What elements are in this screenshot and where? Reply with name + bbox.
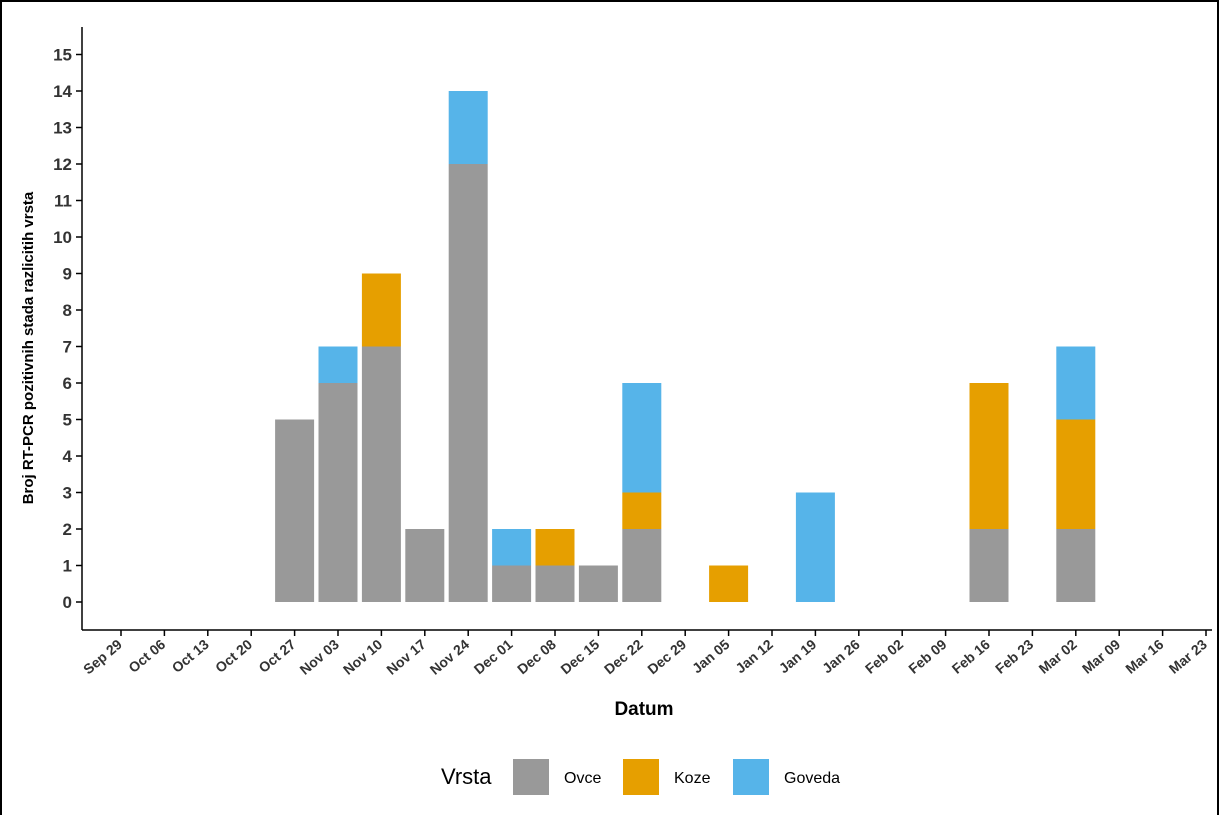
y-tick-label: 15 — [53, 46, 72, 65]
y-tick-label: 7 — [63, 338, 72, 357]
x-tick-label: Mar 23 — [1166, 636, 1210, 677]
x-tick-label: Feb 09 — [905, 636, 949, 677]
x-tick-label: Dec 29 — [644, 636, 689, 677]
y-tick-label: 1 — [63, 557, 72, 576]
x-tick-label: Feb 16 — [949, 636, 993, 677]
bar-ovce — [622, 529, 662, 602]
x-tick-label: Dec 22 — [601, 636, 646, 677]
x-tick-label: Jan 12 — [732, 636, 776, 676]
y-tick-label: 9 — [63, 265, 72, 284]
bar-koze — [535, 529, 575, 566]
bar-koze — [1056, 419, 1096, 529]
y-axis-title: Broj RT-PCR pozitivnih stada razlicitih … — [20, 191, 37, 504]
x-tick-label: Oct 06 — [125, 636, 168, 676]
bar-ovce — [1056, 529, 1096, 602]
x-tick-label: Feb 23 — [992, 636, 1036, 677]
y-tick-label: 4 — [63, 447, 73, 466]
y-tick-label: 0 — [63, 593, 72, 612]
bars-layer — [275, 91, 1096, 602]
bar-koze — [361, 273, 401, 347]
legend-key-ovce — [513, 759, 549, 795]
bar-koze — [622, 492, 662, 529]
bar-goveda — [795, 492, 835, 602]
y-tick-label: 6 — [63, 374, 72, 393]
bar-ovce — [578, 565, 618, 602]
x-tick-label: Feb 02 — [862, 636, 906, 677]
bar-ovce — [969, 529, 1009, 602]
x-tick-label: Jan 26 — [819, 636, 863, 676]
y-tick-label: 14 — [53, 82, 72, 101]
bar-goveda — [622, 383, 662, 493]
legend-items: Ovce Koze Goveda — [513, 759, 840, 795]
x-tick-label: Mar 02 — [1035, 636, 1079, 677]
y-tick-label: 5 — [63, 411, 72, 430]
bar-goveda — [1056, 346, 1096, 420]
bar-goveda — [492, 529, 532, 566]
legend-label-goveda: Goveda — [784, 770, 840, 787]
y-tick-label: 3 — [63, 484, 72, 503]
x-tick-label: Nov 17 — [383, 636, 429, 678]
x-tick-label: Mar 09 — [1079, 636, 1123, 677]
x-tick-label: Jan 05 — [689, 636, 733, 676]
bar-ovce — [448, 164, 488, 602]
x-tick-label: Dec 01 — [471, 636, 516, 677]
x-tick-label: Dec 15 — [557, 636, 602, 677]
x-tick-label: Jan 19 — [776, 636, 820, 676]
legend-key-koze — [623, 759, 659, 795]
bar-koze — [969, 383, 1009, 529]
x-tick-label: Mar 16 — [1122, 636, 1166, 677]
y-tick-label: 10 — [53, 228, 72, 247]
x-axis-title: Datum — [614, 699, 673, 720]
bar-goveda — [318, 346, 358, 383]
x-tick-label: Nov 03 — [296, 636, 342, 678]
y-tick-label: 2 — [63, 520, 72, 539]
x-tick-label: Sep 29 — [80, 636, 125, 677]
x-tick-label: Oct 27 — [255, 636, 298, 676]
x-tick-label: Oct 13 — [169, 636, 212, 676]
x-tick-label: Nov 10 — [340, 636, 386, 678]
bar-goveda — [448, 91, 488, 164]
bar-ovce — [361, 346, 401, 602]
legend-label-koze: Koze — [674, 770, 711, 787]
y-tick-label: 11 — [54, 192, 72, 211]
y-tick-label: 8 — [63, 301, 72, 320]
legend-key-goveda — [733, 759, 769, 795]
legend-title: Vrsta — [441, 764, 492, 789]
legend-label-ovce: Ovce — [564, 770, 601, 787]
bar-ovce — [405, 529, 445, 602]
legend: Vrsta Ovce Koze Goveda — [441, 759, 840, 795]
bar-ovce — [492, 565, 532, 602]
x-tick-label: Nov 24 — [427, 636, 473, 678]
x-tick-label: Oct 20 — [212, 636, 255, 676]
bar-ovce — [535, 565, 575, 602]
x-tick-label: Dec 08 — [514, 636, 559, 677]
y-tick-label: 12 — [53, 155, 72, 174]
bar-koze — [709, 565, 749, 602]
bar-ovce — [275, 419, 315, 602]
y-tick-label: 13 — [53, 119, 72, 138]
bar-ovce — [318, 383, 358, 602]
